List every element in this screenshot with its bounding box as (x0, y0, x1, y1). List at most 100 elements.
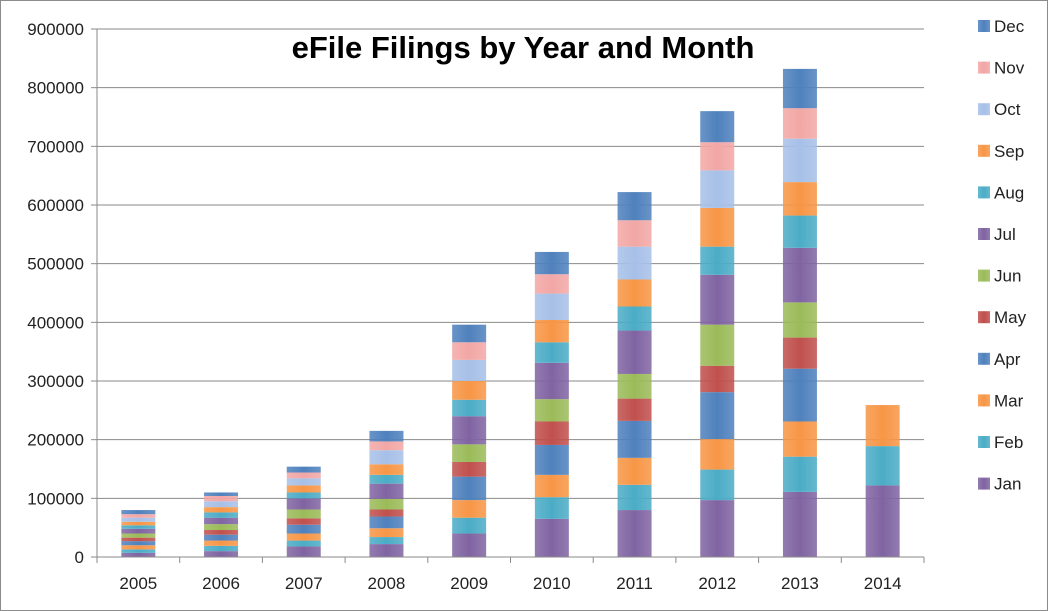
y-tick-label: 600000 (27, 196, 84, 215)
bar-segment-jul-2007 (286, 498, 321, 510)
bar-segment-dec-2012 (700, 111, 735, 143)
x-tick-label: 2013 (781, 574, 819, 593)
bar-segment-mar-2012 (700, 439, 735, 470)
bar-segment-jan-2009 (452, 533, 487, 557)
bar-segment-jun-2007 (286, 509, 321, 519)
bar-segment-feb-2009 (452, 517, 487, 534)
bar-segment-nov-2013 (782, 108, 817, 139)
bar-segment-nov-2007 (286, 472, 321, 479)
x-tick-label: 2009 (450, 574, 488, 593)
bar-segment-jan-2008 (369, 544, 404, 557)
bar-segment-jun-2008 (369, 498, 404, 510)
bar-segment-aug-2007 (286, 492, 321, 499)
bars (121, 68, 900, 557)
bar-segment-feb-2006 (204, 545, 239, 552)
legend-swatch-feb (978, 436, 990, 448)
x-tick-label: 2011 (616, 574, 653, 593)
bar-segment-sep-2009 (452, 381, 487, 400)
legend-label-aug: Aug (994, 183, 1024, 202)
legend: Dec Nov Oct Sep Aug Jul Jun May Apr Mar Feb Jan (978, 17, 1027, 494)
bar-segment-apr-2005 (121, 541, 156, 546)
bar-segment-oct-2011 (617, 246, 652, 280)
legend-label-dec: Dec (994, 17, 1025, 36)
bar-segment-apr-2006 (204, 534, 239, 541)
legend-label-jun: Jun (994, 267, 1021, 286)
bar-segment-aug-2012 (700, 246, 735, 275)
bar-segment-mar-2009 (452, 500, 487, 518)
bar-segment-may-2010 (534, 421, 569, 445)
bar-segment-jan-2013 (782, 491, 817, 557)
bar-segment-mar-2008 (369, 528, 404, 538)
bar-segment-dec-2008 (369, 430, 404, 442)
y-tick-label: 100000 (27, 489, 84, 508)
bar-segment-dec-2006 (204, 492, 239, 496)
bar-segment-dec-2009 (452, 324, 487, 343)
bar-segment-feb-2014 (865, 446, 900, 486)
bar-segment-aug-2006 (204, 512, 239, 518)
bar-segment-sep-2011 (617, 279, 652, 307)
x-tick-label: 2007 (285, 574, 323, 593)
bar-segment-apr-2008 (369, 516, 404, 529)
x-tick-label: 2006 (202, 574, 240, 593)
bar-segment-jan-2006 (204, 551, 239, 557)
x-tick-label: 2005 (119, 574, 157, 593)
bar-segment-oct-2009 (452, 359, 487, 381)
bar-segment-aug-2010 (534, 342, 569, 363)
bar-segment-feb-2007 (286, 540, 321, 547)
legend-label-nov: Nov (994, 59, 1025, 78)
legend-label-mar: Mar (994, 391, 1024, 410)
legend-label-may: May (994, 308, 1027, 327)
bar-segment-mar-2014 (865, 405, 900, 447)
bar-segment-aug-2013 (782, 215, 817, 248)
bar-segment-feb-2005 (121, 549, 156, 553)
bar-segment-dec-2011 (617, 192, 652, 221)
legend-swatch-apr (978, 352, 990, 365)
bar-segment-jun-2009 (452, 444, 487, 462)
bar-segment-may-2007 (286, 518, 321, 525)
legend-swatch-aug (978, 186, 990, 199)
bar-segment-apr-2013 (782, 368, 817, 422)
bar-segment-mar-2006 (204, 540, 239, 546)
bar-segment-jun-2005 (121, 533, 156, 538)
bar-segment-nov-2012 (700, 142, 735, 171)
bar-segment-sep-2013 (782, 182, 817, 216)
bar-segment-may-2005 (121, 537, 156, 542)
legend-label-oct: Oct (994, 100, 1021, 119)
legend-swatch-sep (978, 144, 990, 157)
bar-segment-apr-2012 (700, 392, 735, 440)
y-tick-label: 400000 (27, 313, 84, 332)
bar-segment-sep-2005 (121, 521, 156, 526)
y-tick-label: 800000 (27, 79, 84, 98)
bar-segment-may-2013 (782, 337, 817, 369)
bar-segment-dec-2007 (286, 466, 321, 473)
bar-segment-jun-2011 (617, 373, 652, 399)
bar-segment-dec-2013 (782, 68, 817, 109)
x-tick-label: 2014 (864, 574, 902, 593)
bar-segment-jul-2013 (782, 247, 817, 303)
bar-segment-mar-2013 (782, 421, 817, 457)
legend-swatch-jan (978, 477, 990, 490)
bar-segment-apr-2010 (534, 444, 569, 475)
bar-segment-aug-2009 (452, 399, 487, 417)
bar-segment-sep-2008 (369, 464, 404, 475)
bar-segment-jan-2014 (865, 485, 900, 557)
bar-segment-sep-2006 (204, 507, 239, 513)
bar-segment-jan-2011 (617, 510, 652, 557)
bar-segment-oct-2008 (369, 450, 404, 465)
legend-swatch-mar (978, 394, 990, 407)
bar-segment-jun-2010 (534, 399, 569, 422)
bar-segment-jun-2013 (782, 302, 817, 338)
bar-segment-mar-2010 (534, 474, 569, 498)
bar-segment-mar-2005 (121, 545, 156, 550)
legend-label-sep: Sep (994, 142, 1024, 161)
legend-swatch-jul (978, 228, 990, 240)
bar-segment-feb-2013 (782, 456, 817, 492)
bar-segment-oct-2007 (286, 478, 321, 486)
bar-segment-nov-2008 (369, 441, 404, 451)
bar-segment-sep-2012 (700, 207, 735, 247)
y-tick-label: 300000 (27, 372, 84, 391)
bar-segment-aug-2011 (617, 306, 652, 331)
bar-segment-oct-2013 (782, 138, 817, 183)
legend-label-apr: Apr (994, 350, 1021, 369)
bar-segment-feb-2008 (369, 537, 404, 545)
